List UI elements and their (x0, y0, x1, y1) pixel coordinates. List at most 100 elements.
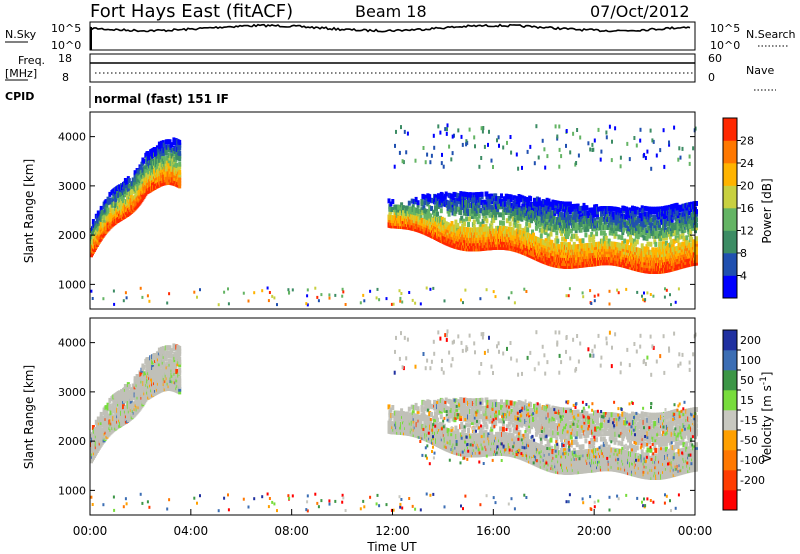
power-cell (555, 235, 559, 241)
power-cell (501, 223, 505, 229)
power-cell (475, 203, 479, 208)
power-cell (481, 224, 485, 230)
power-cell (485, 218, 489, 224)
nsky-label: N.Sky (5, 28, 37, 41)
power-cell (501, 215, 505, 221)
power-cell (397, 210, 401, 216)
power-cell (599, 230, 603, 236)
power-cell (481, 205, 485, 211)
power-cell (477, 202, 481, 208)
power-cell (414, 158, 417, 163)
power-cell (494, 212, 498, 218)
power-cell (416, 202, 420, 208)
power-cell (636, 215, 640, 221)
power-cell (620, 235, 624, 241)
power-cell (470, 200, 474, 206)
power-cell (458, 199, 462, 204)
power-cell (99, 214, 103, 219)
power-cell (529, 144, 532, 149)
power-cell (514, 212, 518, 217)
power-cell (660, 241, 664, 247)
power-cell (578, 238, 582, 244)
power-cell (517, 194, 521, 199)
power-cell (626, 239, 630, 245)
power-cell (610, 228, 614, 233)
power-cell (501, 209, 505, 215)
power-cell (595, 231, 599, 237)
power-cell (566, 223, 570, 229)
power-cell (472, 192, 476, 198)
power-cell (542, 218, 546, 224)
power-cell (440, 216, 444, 222)
power-cell (475, 208, 479, 214)
power-cell (388, 212, 392, 218)
power-cell (618, 210, 622, 216)
power-cell (558, 203, 562, 209)
power-cell (430, 206, 434, 211)
power-cell (632, 238, 636, 244)
power-cell (165, 158, 169, 164)
power-cell (641, 208, 645, 214)
power-cell (158, 149, 162, 155)
power-cell (485, 207, 489, 213)
nave-label: Nave (746, 64, 774, 77)
power-cell (576, 128, 579, 132)
power-cell (588, 218, 592, 224)
power-cell (576, 217, 580, 223)
power-cell (472, 224, 476, 230)
power-cell (676, 213, 680, 219)
power-cell (485, 191, 489, 197)
power-cell (467, 200, 470, 206)
power-cell (590, 212, 594, 218)
power-cell (652, 206, 656, 212)
power-cell (650, 231, 654, 236)
power-cell (540, 228, 544, 234)
power-cell (489, 199, 493, 205)
power-cell (668, 234, 672, 240)
power-cell (178, 142, 182, 148)
power-cell (469, 208, 472, 214)
power-cell (411, 204, 415, 210)
power-cell (129, 192, 133, 198)
power-cell (111, 197, 115, 203)
power-cell (170, 155, 174, 161)
power-cell (538, 200, 542, 206)
power-cell (167, 147, 171, 153)
nsearch-label: N.Search (746, 28, 796, 41)
power-cell (405, 205, 409, 211)
power-cell (691, 220, 695, 226)
power-cell (643, 205, 647, 211)
power-cell (597, 225, 600, 231)
power-cell (561, 236, 565, 242)
power-cell (125, 182, 129, 188)
power-cell (165, 155, 169, 161)
power-cell (552, 216, 556, 222)
power-cell (463, 210, 467, 216)
power-cell (683, 227, 687, 233)
power-cell (500, 198, 503, 204)
power-cell (575, 209, 579, 215)
power-cell (519, 197, 523, 203)
power-cell (170, 142, 174, 148)
power-cell (561, 220, 565, 226)
power-cell (468, 127, 471, 132)
power-cell (482, 126, 485, 130)
power-cell (656, 220, 660, 226)
power-cell (680, 212, 684, 218)
power-cell (420, 198, 424, 204)
power-cell (501, 212, 504, 218)
power-cell (410, 198, 414, 204)
power-cell (657, 206, 661, 212)
power-cell (523, 209, 527, 215)
power-cell (535, 207, 539, 213)
power-cell (657, 214, 661, 220)
power-cell (695, 225, 698, 231)
power-cell (502, 199, 506, 204)
power-cell (446, 208, 450, 214)
power-cell (441, 195, 445, 201)
power-cell (494, 206, 498, 212)
power-cell (688, 161, 691, 166)
power-cell (670, 217, 674, 223)
power-cell (641, 211, 645, 216)
beam-title: Beam 18 (355, 2, 427, 21)
